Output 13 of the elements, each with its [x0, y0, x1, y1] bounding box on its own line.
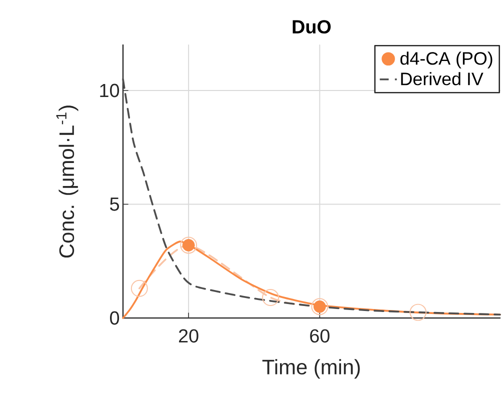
chart-title: DuO — [292, 20, 331, 34]
x-tick-label: 20 — [178, 329, 198, 343]
legend-label: Derived IV — [401, 72, 484, 86]
legend-label: d4-CA (PO) — [400, 52, 492, 68]
x-axis-title: Time (min) — [262, 359, 360, 379]
y-tick-label: 0 — [110, 311, 120, 325]
point — [262, 289, 280, 306]
y-tick-label: 5 — [110, 198, 120, 211]
point — [410, 304, 427, 321]
y-axis-title: Conc. (μmol·L$^{-1}$) — [56, 106, 78, 258]
point — [130, 280, 148, 297]
y-tick-label: 10 — [100, 84, 120, 98]
x-tick-label: 60 — [310, 329, 330, 343]
